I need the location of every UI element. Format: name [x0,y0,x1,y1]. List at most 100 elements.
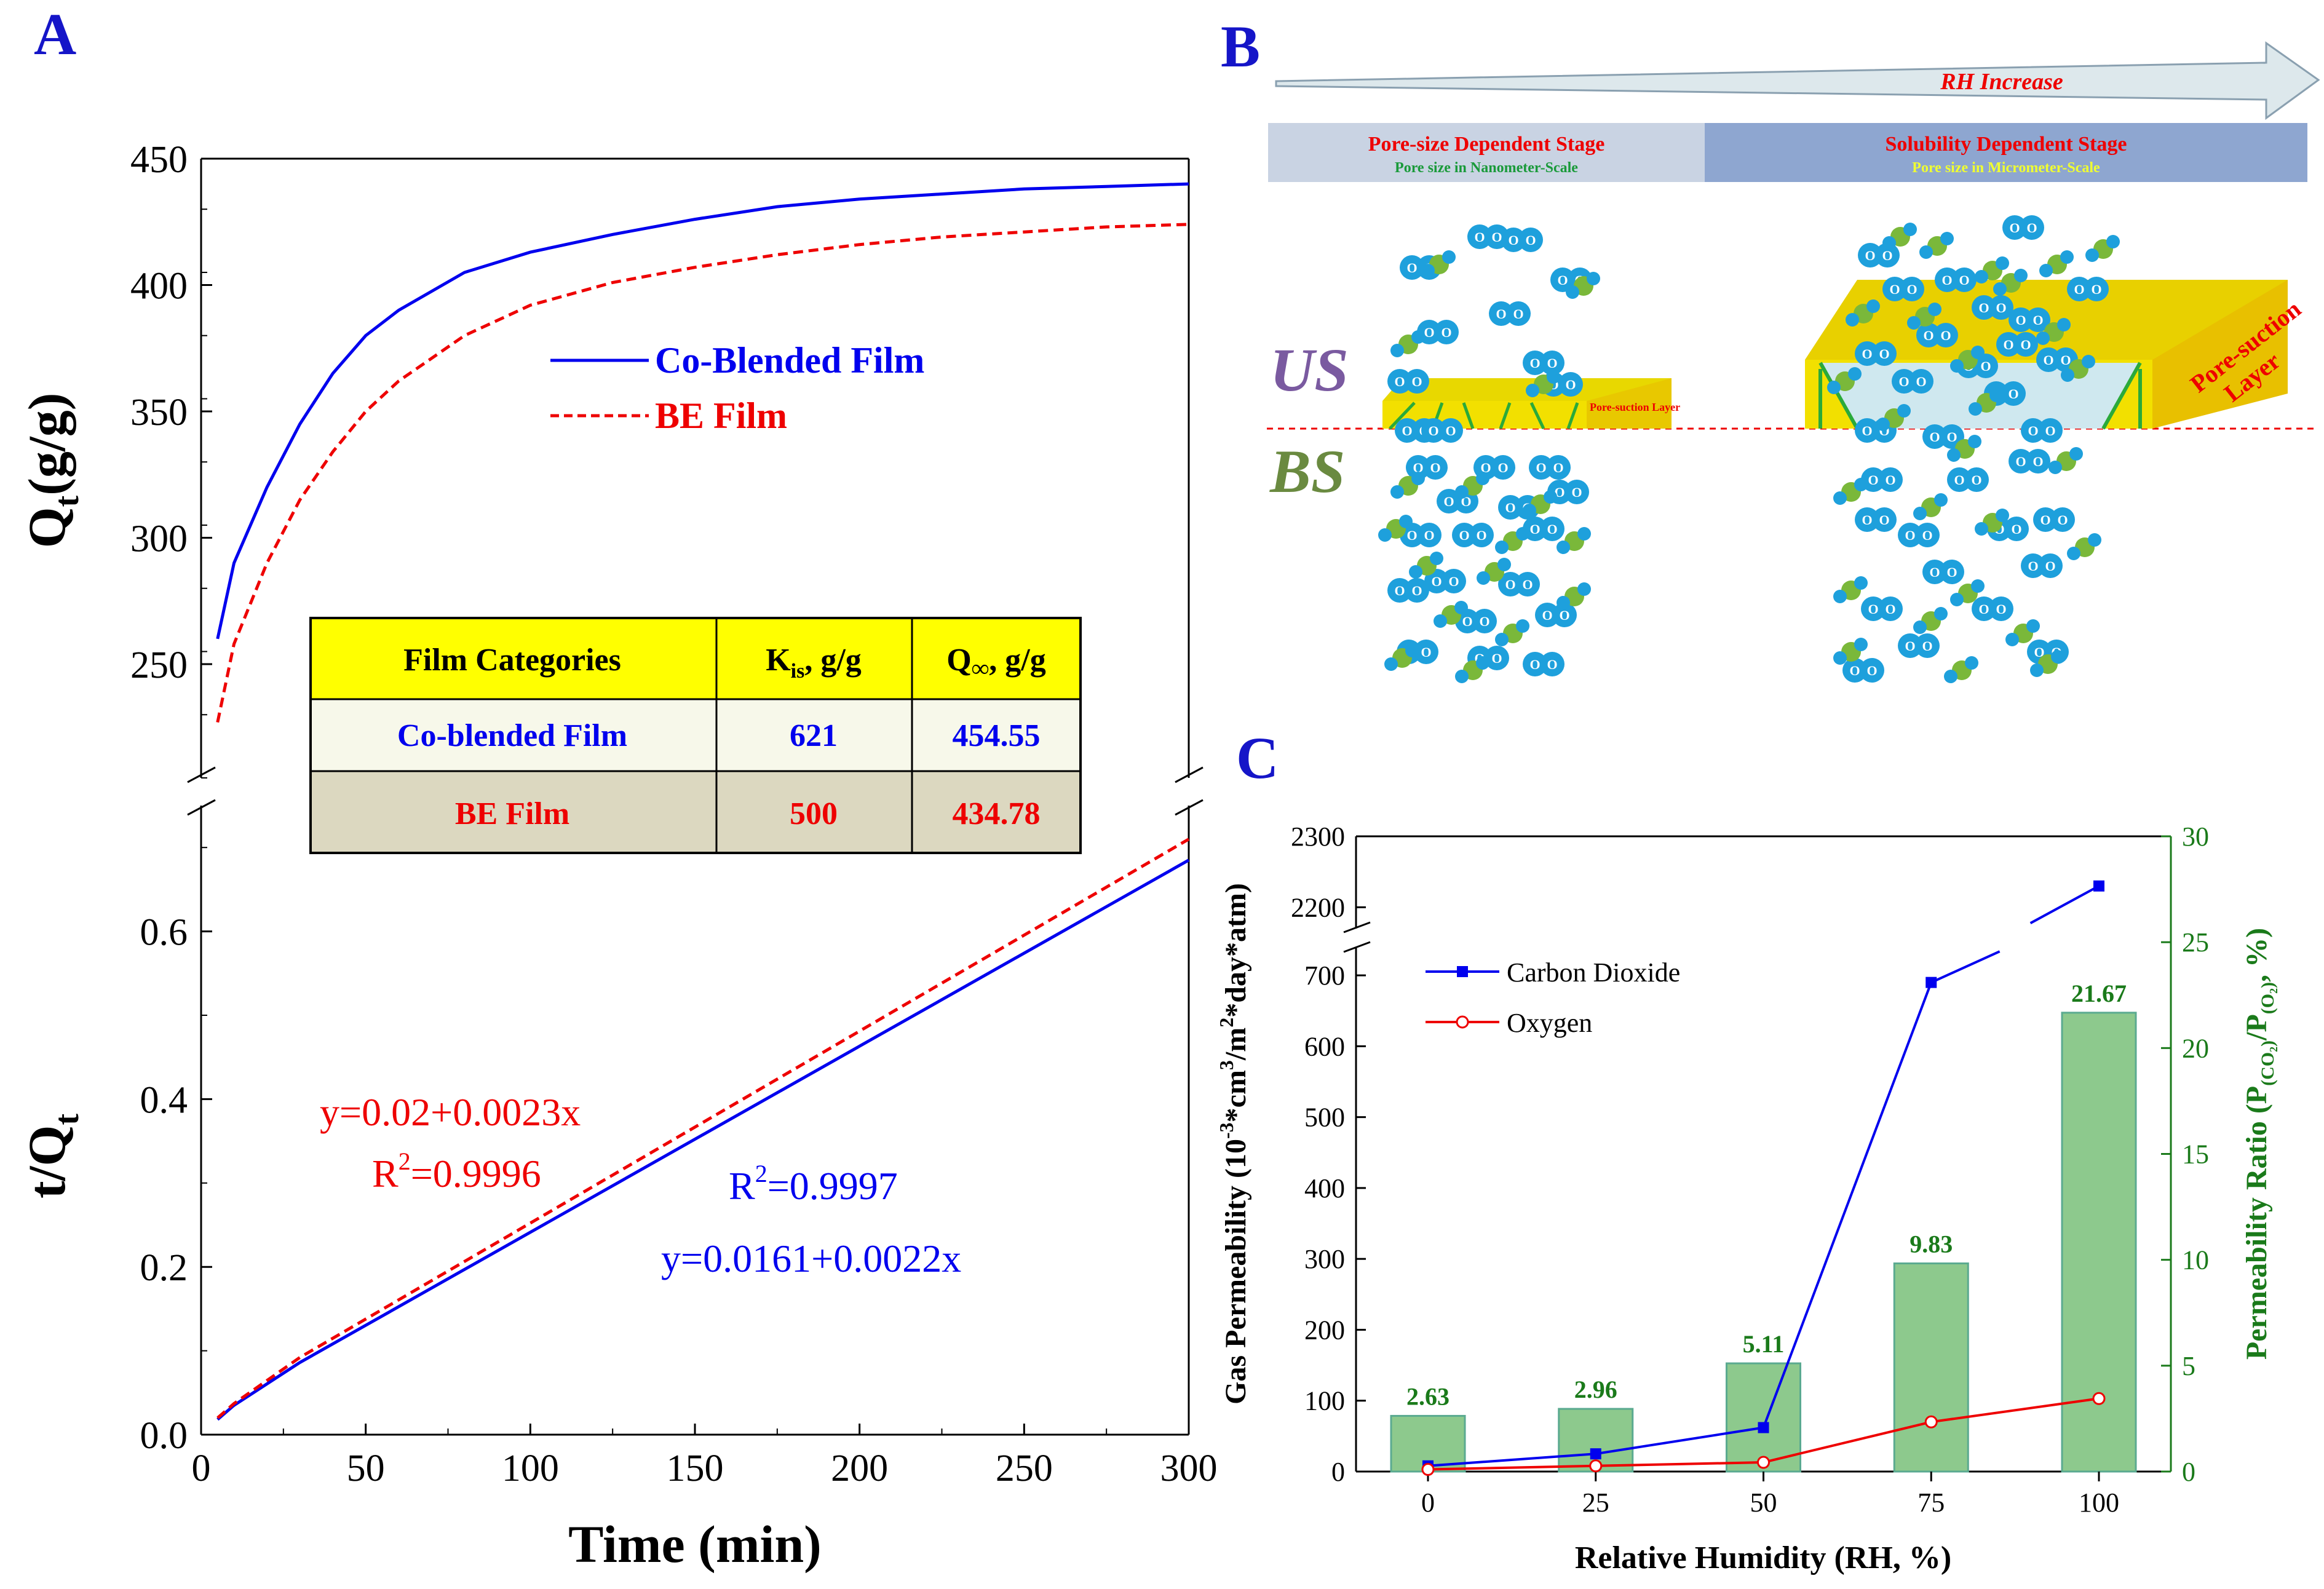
oxygen-molecule-atom [1935,267,1959,292]
oxygen-molecule-letter: O [1866,663,1877,678]
co2-molecule-atom [1477,571,1490,585]
oxygen-molecule-atom [1442,569,1466,593]
oxygen-molecule-letter: O [2060,352,2071,368]
c-ytick-label: 200 [1304,1315,1345,1345]
oxygen-molecule-atom [2013,332,2038,357]
oxygen-molecule-atom [1438,418,1463,443]
oxygen-molecule-atom [2021,553,2045,578]
oxygen-molecule-letter: O [1553,460,1563,475]
co2-molecule-atom [1903,223,1917,236]
oxygen-molecule-atom [1973,354,1998,378]
a-top-co-blended-film-line [216,182,1189,640]
oxygen-molecule-atom [2038,418,2063,443]
oxygen-molecule-atom [1989,295,2013,320]
oxygen-molecule-letter: O [1491,229,1502,245]
oxygen-molecule-atom [1972,596,1996,621]
oxygen-molecule-atom [1878,467,1903,492]
oxygen-molecule-letter: O [1411,374,1422,389]
oxygen-molecule-atom [1469,523,1494,547]
co2-molecule-atom [2005,633,2019,646]
oxygen-molecule-letter: O [2003,337,2013,352]
oxygen-molecule-letter: O [1862,346,1872,362]
oxygen-molecule-atom [2038,553,2063,578]
oxygen-molecule-atom [2067,277,2092,301]
co2-molecule-atom [2039,264,2053,277]
table-row2-name: BE Film [455,796,569,831]
c-ytick-label-upper: 2300 [1291,822,1345,852]
co2-molecule-atom [2051,650,2064,664]
oxygen-molecule-letter: O [2043,352,2053,368]
large-layer-side [2152,280,2288,429]
oxygen-molecule-atom [1898,523,1922,547]
oxygen-molecule-atom [1964,467,1989,492]
co2-molecule-atom [1421,264,1435,277]
c-y2tick-label: 30 [2182,822,2209,852]
oxygen-molecule-atom [1855,507,1879,532]
a-xtick-label: 50 [347,1448,385,1489]
annotation-co-r2: R2=0.9997 [729,1160,898,1208]
oxygen-molecule-letter: O [1868,601,1878,617]
co2-molecule-atom [1557,541,1570,554]
panel-c-series [1421,880,2106,1476]
panel-a-break-mark-right-1 [1175,766,1204,783]
oxygen-marker [1757,1456,1770,1469]
oxygen-marker [2092,1392,2106,1405]
oxygen-molecule-letter: O [1862,512,1872,528]
ratio-bar [1726,1362,1801,1473]
oxygen-molecule-letter: O [1868,472,1878,488]
oxygen-molecule-letter: O [1406,528,1417,543]
panel-c-ylabel: Gas Permeability (10-3*cm3/m2*day*atm) [1215,883,1252,1405]
oxygen-molecule-letter: O [1424,528,1434,543]
oxygen-molecule-atom [1434,320,1459,344]
oxygen-molecule-letter: O [1406,260,1417,275]
oxygen-molecule-letter: O [1441,325,1451,340]
carbon-dioxide-segment [1930,950,2001,984]
co2-molecule-atom [1971,346,1985,359]
oxygen-molecule-atom [2009,449,2033,474]
oxygen-molecule-letter: O [2008,386,2018,402]
oxygen-molecule-letter: O [1882,248,1892,263]
panel-a: 250 300 350 400 450 0.0 0.2 0.4 0.6 0 50 100 150 20… [17,139,1218,1574]
oxygen-molecule-atom [1540,652,1565,676]
oxygen-molecule-atom [1515,572,1540,596]
co2-molecule-atom [1913,507,1927,520]
a-xtick-label: 150 [667,1448,724,1489]
panel-b: RH Increase Pore-size Dependent Stage Po… [1267,41,2320,683]
ratio-bar-label: 5.11 [1743,1330,1785,1358]
oxygen-molecule-letter: O [1923,328,1933,343]
small-layer-pore-6 [1566,402,1579,429]
oxygen-molecule-atom [2036,347,2061,372]
panel-a-x-ticks: 0 50 100 150 200 250 300 [192,1424,1218,1489]
co2-molecule-atom [1544,490,1557,504]
co2-molecule-atom [1833,590,1847,603]
oxygen-molecule-letter: O [1431,574,1442,589]
stage1-title: Pore-size Dependent Stage [1368,133,1605,156]
oxygen-molecule-letter: O [1879,346,1889,362]
co2-molecule-atom [1968,435,1981,448]
oxygen-molecule-letter: O [1996,601,2006,617]
co2-molecule-atom [1378,528,1392,542]
oxygen-molecule-atom [1387,369,1412,394]
legend-be-label: BE Film [655,395,787,436]
oxygen-molecule-letter: O [1448,574,1459,589]
panel-a-bottom-y-ticks: 0.0 0.2 0.4 0.6 [140,847,212,1457]
table-border [309,617,1082,854]
co2-molecule-atom [1913,620,1927,634]
oxygen-molecule-atom [1491,455,1515,480]
oxygen-molecule-letter: O [1491,651,1502,666]
table-row2-bg [311,771,1081,853]
small-layer-side [1587,378,1672,429]
oxygen-molecule-letter: O [1536,460,1546,475]
co2-molecule-atom [1934,493,1948,507]
a-bottom-ytick-label: 0.6 [140,912,188,954]
oxygen-molecule-letter: O [1411,583,1422,598]
co2-molecule-atom [1854,576,1868,590]
oxygen-molecule-letter: O [1505,500,1515,515]
panel-a-top-series [216,182,1189,723]
panel-a-table: Film Categories Kis, g/g Q∞, g/g Co-blen… [309,617,1082,854]
co2-molecule-atom [1975,522,1988,536]
oxygen-molecule-letter: O [1496,306,1506,322]
oxygen-molecule-atom [1518,228,1543,252]
oxygen-molecule-letter: O [1547,521,1557,537]
oxygen-molecule-letter: O [2045,558,2055,574]
